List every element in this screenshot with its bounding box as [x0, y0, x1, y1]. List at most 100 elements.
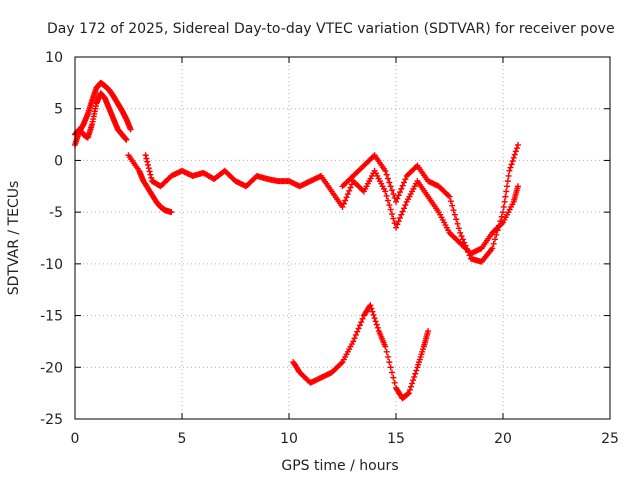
data-point [453, 216, 460, 223]
data-point [466, 252, 473, 259]
data-point [371, 315, 378, 322]
data-point [507, 164, 514, 171]
data-point [447, 198, 454, 205]
data-point [342, 197, 349, 204]
x-tick-label: 5 [178, 431, 187, 447]
data-point [462, 242, 469, 249]
y-tick-label: 5 [54, 102, 63, 118]
data-point [503, 188, 510, 195]
data-point [127, 126, 134, 133]
data-point [501, 198, 508, 205]
data-point [358, 319, 365, 326]
series-lower-trace [290, 302, 432, 402]
data-point [343, 194, 350, 201]
data-point [142, 152, 149, 159]
x-tick-label: 0 [71, 431, 80, 447]
data-point [352, 331, 359, 338]
data-point [386, 179, 393, 186]
data-point [398, 211, 405, 218]
data-point [451, 211, 458, 218]
data-point [351, 335, 358, 342]
data-point [368, 305, 375, 312]
data-point [395, 218, 402, 225]
data-point [382, 343, 389, 350]
data-point [384, 197, 391, 204]
data-point [514, 183, 521, 190]
data-point [382, 188, 389, 195]
data-point [355, 325, 362, 332]
data-point [382, 167, 389, 174]
data-point [508, 161, 515, 168]
data-point [506, 167, 513, 174]
y-tick-label: -10 [40, 257, 63, 273]
data-point [459, 236, 466, 243]
data-point [399, 208, 406, 215]
data-point [367, 302, 374, 309]
chart-title: Day 172 of 2025, Sidereal Day-to-day VTE… [47, 21, 615, 37]
data-point [144, 158, 151, 165]
data-point [399, 182, 406, 189]
x-axis-label: GPS time / hours [281, 458, 398, 474]
plot-frame [74, 56, 611, 420]
y-tick-label: 0 [54, 153, 63, 169]
data-point [388, 369, 395, 376]
data-point [402, 202, 409, 209]
data-point [387, 206, 394, 213]
y-tick-label: -15 [40, 309, 63, 325]
data-point [413, 367, 420, 374]
data-point [498, 213, 505, 220]
data-point [369, 308, 376, 315]
data-point [504, 183, 511, 190]
data-point [387, 183, 394, 190]
data-point [500, 209, 506, 216]
data-point [394, 221, 401, 228]
data-point [458, 233, 465, 240]
data-point [465, 249, 472, 256]
data-point [390, 215, 397, 222]
data-point [514, 141, 521, 148]
data-point [502, 193, 509, 200]
data-point [356, 322, 363, 329]
y-tick-label: 10 [45, 50, 63, 66]
data-point [489, 245, 496, 252]
data-point [491, 236, 498, 243]
data-point [505, 172, 512, 179]
data-point [384, 175, 391, 182]
axis-ticks: 0 5 10 15 20 25 10 5 0 -5 -10 -15 -20 -25 [40, 50, 619, 447]
grid-lines [75, 57, 610, 419]
data-point [406, 386, 413, 393]
y-tick-label: -20 [40, 360, 63, 376]
data-point [370, 311, 377, 318]
data-point [398, 185, 405, 192]
data-point [386, 359, 393, 366]
data-point [388, 187, 395, 194]
data-point [455, 225, 462, 232]
series-upper-trace-c [125, 152, 175, 216]
data-point [425, 328, 432, 335]
data-point [490, 240, 497, 247]
data-point [395, 192, 402, 199]
data-point [148, 174, 155, 181]
data-point [512, 148, 519, 155]
data-point [500, 203, 507, 210]
data-point [509, 158, 516, 165]
y-axis-label: SDTVAR / TECUs [6, 181, 22, 296]
data-point [390, 191, 397, 198]
data-point [383, 192, 390, 199]
data-point [346, 187, 353, 194]
data-point [340, 200, 347, 207]
data-point [495, 222, 502, 229]
data-point [410, 377, 417, 384]
data-point [504, 178, 511, 185]
data-point [412, 370, 419, 377]
x-tick-label: 10 [280, 431, 298, 447]
x-tick-label: 20 [494, 431, 512, 447]
x-tick-label: 15 [387, 431, 405, 447]
series-mid-trace-b [339, 141, 521, 265]
data-point [446, 193, 453, 200]
data-point [372, 318, 379, 325]
data-point [454, 220, 461, 227]
y-tick-label: -25 [40, 412, 63, 428]
data-point [397, 214, 404, 221]
